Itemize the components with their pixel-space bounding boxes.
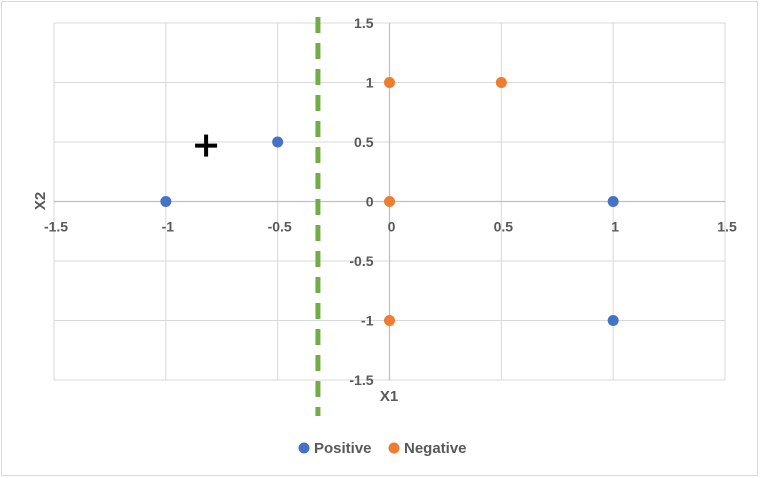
point-positive-1: [272, 136, 284, 148]
y-axis-title: X2: [32, 192, 49, 210]
y-tick-labels: 1.5 1 0.5 0 -0.5 -1 -1.5: [349, 15, 373, 388]
legend-marker-positive: [298, 442, 310, 454]
x-axis-title: X1: [380, 388, 398, 405]
point-negative-2: [384, 196, 395, 207]
y-tick-label-5: -1: [361, 313, 374, 329]
legend: Positive Negative: [298, 440, 467, 457]
x-tick-label-5: 1: [611, 219, 619, 235]
y-tick-label-0: 1.5: [354, 15, 374, 31]
point-negative-3: [384, 315, 395, 326]
point-positive-3: [607, 315, 619, 326]
x-tick-label-6: 1.5: [717, 219, 737, 235]
legend-marker-negative: [388, 442, 400, 454]
point-positive-2: [607, 196, 619, 207]
y-tick-label-3: 0: [366, 194, 374, 210]
x-tick-label-1: -1: [162, 219, 175, 235]
y-tick-label-1: 1: [366, 75, 374, 91]
point-positive-0: [160, 196, 172, 207]
x-tick-label-3: 0: [388, 219, 396, 235]
y-tick-label-4: -0.5: [349, 253, 373, 269]
legend-label-negative: Negative: [404, 440, 467, 457]
x-tick-label-0: -1.5: [44, 219, 68, 235]
query-marker-group: [195, 134, 218, 157]
y-tick-label-2: 0.5: [354, 134, 374, 150]
y-tick-label-6: -1.5: [349, 372, 373, 388]
x-tick-label-2: -0.5: [268, 219, 292, 235]
x-tick-label-4: 0.5: [494, 219, 514, 235]
point-negative-0: [384, 77, 395, 88]
data-points: [160, 77, 619, 326]
point-negative-1: [495, 77, 507, 88]
legend-label-positive: Positive: [314, 440, 372, 457]
x-tick-labels: -1.5 -1 -0.5 0 0.5 1 1.5: [44, 219, 737, 235]
